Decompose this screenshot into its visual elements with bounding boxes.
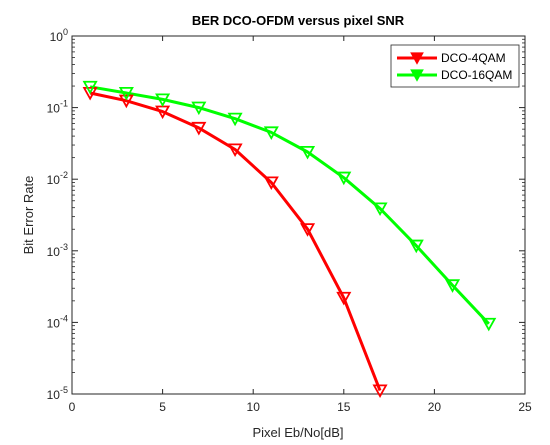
data-point-marker <box>481 317 497 332</box>
legend-marker <box>410 69 424 82</box>
y-tick-label: 10-5 <box>47 385 68 402</box>
legend-label: DCO-16QAM <box>441 68 512 82</box>
series-line <box>89 91 382 392</box>
data-point-marker <box>155 93 171 107</box>
y-tick-label: 10-3 <box>47 242 68 259</box>
data-point-marker <box>300 145 316 160</box>
series-lines <box>89 85 490 392</box>
x-axis-label: Pixel Eb/No[dB] <box>252 425 343 440</box>
legend-box <box>390 44 520 88</box>
data-point-marker <box>300 223 316 237</box>
data-point-marker <box>227 112 243 127</box>
chart-title: BER DCO-OFDM versus pixel SNR <box>192 13 405 28</box>
data-point-marker <box>82 80 98 95</box>
data-point-marker <box>408 239 424 254</box>
axis-ticks <box>71 35 526 395</box>
series-markers <box>82 80 497 399</box>
x-tick-labels: 0 5 10 15 20 25 <box>69 400 532 414</box>
x-tick-label: 5 <box>159 400 166 414</box>
y-tick-label: 100 <box>50 27 68 44</box>
y-tick-labels: 10-5 10-4 10-3 10-2 10-1 100 <box>47 27 68 402</box>
y-axis-label: Bit Error Rate <box>21 176 36 255</box>
x-tick-label: 25 <box>518 400 532 414</box>
data-point-marker <box>372 384 388 399</box>
legend: DCO-4QAM DCO-16QAM <box>390 44 520 88</box>
x-tick-label: 0 <box>69 400 76 414</box>
data-point-marker <box>336 291 352 306</box>
legend-label: DCO-4QAM <box>441 51 506 65</box>
data-point-marker <box>263 126 279 140</box>
data-point-marker <box>191 101 207 116</box>
y-tick-label: 10-4 <box>47 313 68 330</box>
legend-marker <box>410 52 424 65</box>
series-line <box>89 85 490 325</box>
data-point-marker <box>118 94 134 109</box>
data-point-marker <box>118 86 134 101</box>
data-point-marker <box>336 171 352 186</box>
y-tick-label: 10-1 <box>47 99 68 116</box>
y-tick-label: 10-2 <box>47 170 68 187</box>
data-point-marker <box>372 202 388 217</box>
data-point-marker <box>82 86 98 101</box>
data-point-marker <box>444 279 461 293</box>
data-point-marker <box>227 143 243 158</box>
x-tick-label: 20 <box>428 400 442 414</box>
plot-area <box>71 35 526 395</box>
legend-entries: DCO-4QAM DCO-16QAM <box>397 51 512 82</box>
x-tick-label: 15 <box>337 400 351 414</box>
data-point-marker <box>191 121 207 136</box>
data-point-marker <box>263 176 279 191</box>
x-tick-label: 10 <box>247 400 261 414</box>
